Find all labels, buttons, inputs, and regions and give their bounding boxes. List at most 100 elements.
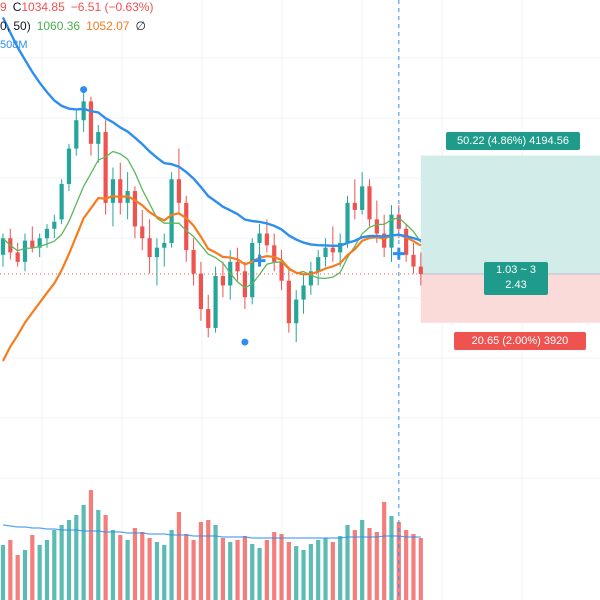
volume-bar (103, 515, 108, 600)
candle-body (169, 179, 174, 243)
volume-bar (338, 536, 343, 600)
volume-bar (81, 505, 86, 600)
legend-ma-green-value: 1060.36 (36, 19, 81, 33)
candle-body (132, 191, 138, 227)
volume-bar (118, 535, 123, 600)
volume-bar (250, 544, 255, 600)
legend-change: −6.51 (−0.63%) (70, 0, 154, 14)
candle-body (308, 271, 313, 286)
legend-volume: 508M (0, 39, 28, 51)
candle-body (22, 240, 28, 262)
volume-bar (154, 542, 160, 600)
legend-volume-value: 508M (0, 39, 28, 51)
volume-bar (235, 540, 240, 600)
candle-body (206, 309, 211, 328)
volume-bar (8, 540, 13, 600)
risk-reward-line-1: 1.03 ~ 3 (495, 264, 537, 276)
ma-green-line (2, 150, 422, 289)
volume-bar (206, 520, 211, 600)
volume-bar (0, 545, 6, 600)
candle-body (367, 186, 372, 220)
candle-body (147, 238, 152, 258)
candle-body (389, 214, 394, 248)
volume-bar (147, 538, 152, 600)
volume-bar (191, 540, 196, 600)
legend-ma-hidden-icon[interactable]: ∅ (135, 19, 146, 33)
candle-body (220, 276, 225, 286)
volume-bar (132, 528, 138, 600)
volume-bar (88, 490, 94, 600)
candle-body (44, 228, 50, 239)
legend-close-value: 1034.85 (21, 0, 65, 14)
risk-reward-ratio[interactable]: 1.03 ~ 3 2.43 (484, 262, 548, 295)
volume-bar (272, 532, 277, 600)
candle-body (15, 252, 20, 262)
candle-body (191, 250, 196, 274)
volume-bar (140, 532, 145, 600)
candle-body (140, 226, 145, 239)
overlay-lines (0, 0, 421, 600)
volume-bar (213, 525, 218, 600)
candle-body (323, 247, 328, 258)
candle-body (338, 242, 343, 253)
volume-bar (169, 530, 174, 600)
legend-ohlc-tail: 9 (0, 0, 7, 14)
candle-body (162, 242, 167, 248)
candle-body (272, 245, 277, 262)
volume-bar (345, 525, 350, 600)
volume-bar (96, 510, 101, 600)
ma-blue-line (1, 16, 422, 248)
volume-bar (418, 538, 423, 600)
candle-body (345, 202, 350, 243)
volume-bar (198, 522, 204, 600)
candle-body (294, 299, 299, 324)
volume-bar (404, 530, 409, 600)
candle-body (330, 247, 335, 253)
candle-body (418, 266, 423, 274)
volume-bar (411, 534, 416, 600)
candle-body (411, 254, 416, 267)
candle-body (257, 233, 262, 243)
candle-body (52, 221, 57, 229)
candle-body (74, 120, 79, 149)
volume-bar (184, 534, 189, 600)
candle-body (37, 238, 42, 248)
volume-bar (294, 546, 299, 600)
volume-bar (59, 525, 64, 600)
volume-bar (323, 538, 328, 600)
signal-dot (241, 338, 249, 346)
volume-bar (30, 535, 35, 600)
volume-bar (52, 530, 57, 600)
volume-bar (382, 502, 387, 600)
volume-bar (360, 520, 365, 600)
volume-bar (66, 520, 72, 600)
candle-body (352, 202, 357, 210)
candle-body (235, 261, 240, 272)
volume-bar (22, 550, 28, 600)
candle-body (154, 247, 160, 258)
signal-cross (253, 254, 266, 267)
volume-bar (301, 550, 306, 600)
target-label[interactable]: 50.22 (4.86%) 4194.56 (446, 132, 580, 150)
candle-body (88, 101, 94, 144)
candle-body (96, 132, 101, 144)
candle-body (81, 101, 86, 121)
candle-body (360, 186, 365, 210)
volume-bar (15, 555, 20, 600)
position-zones[interactable] (420, 155, 600, 323)
stop-label[interactable]: 20.65 (2.00%) 3920 (454, 332, 586, 350)
volume-histogram (0, 490, 423, 600)
candle-body (198, 273, 204, 310)
volume-bar (367, 528, 372, 600)
signal-markers (80, 86, 405, 346)
volume-bar (220, 538, 225, 600)
volume-bar (352, 530, 357, 600)
candle-body (118, 179, 123, 203)
moving-averages (1, 16, 422, 362)
volume-bar (330, 542, 335, 600)
volume-bar (279, 534, 284, 600)
legend-ma-orange-value: 1052.07 (86, 19, 130, 33)
volume-average-line (2, 524, 421, 539)
signal-dot (80, 86, 88, 94)
